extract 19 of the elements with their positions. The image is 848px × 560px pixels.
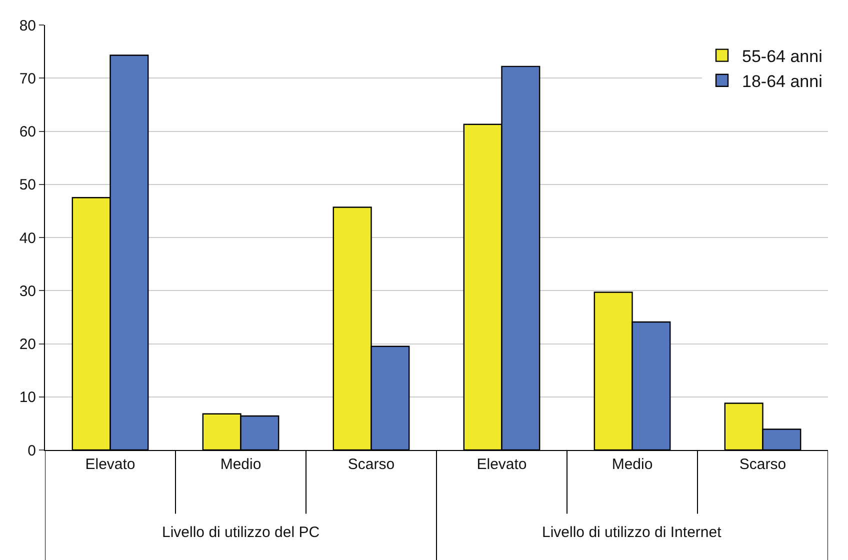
x-tick-label: Medio [220, 456, 262, 473]
legend-label: 55-64 anni [742, 46, 822, 66]
y-tick-label: 30 [19, 282, 36, 300]
y-tick-label: 70 [19, 70, 36, 88]
x-tick-label: Medio [612, 456, 653, 473]
x-tick-label: Scarso [739, 456, 786, 473]
y-tick-label: 0 [28, 442, 36, 460]
y-tick-label: 60 [19, 124, 36, 140]
y-tick-label: 50 [19, 176, 36, 194]
text: Livello di utilizzo di Internet [542, 524, 722, 541]
x-tick-label: Elevato [85, 456, 136, 473]
x-tick-label: Elevato [476, 456, 527, 473]
y-tick-label: 80 [19, 17, 36, 34]
y-tick-label: 20 [19, 336, 36, 353]
text: Livello di utilizzo del PC [162, 524, 320, 541]
y-tick-label: 40 [19, 230, 36, 247]
y-tick-label: 10 [19, 389, 36, 406]
x-tick-label: Scarso [348, 456, 395, 473]
legend-label: 18-64 anni [742, 72, 822, 92]
